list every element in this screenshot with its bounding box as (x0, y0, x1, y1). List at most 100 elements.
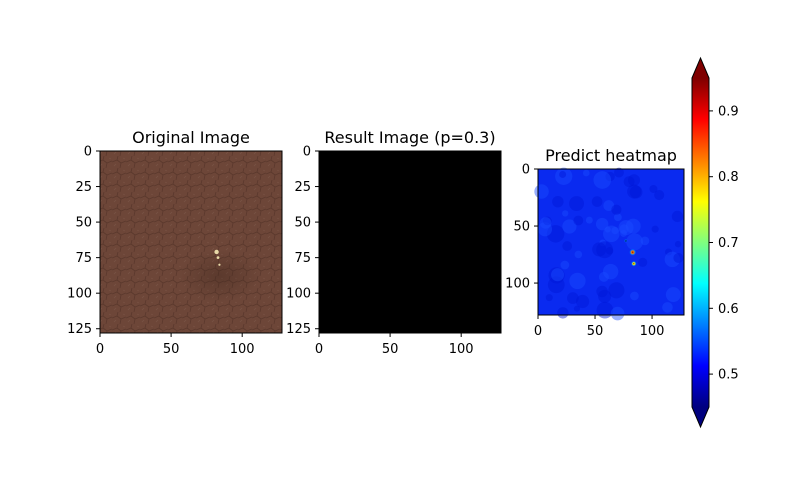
heatmap-hotspot (630, 260, 637, 267)
colorbar-tick-label: 0.5 (718, 368, 739, 383)
heatmap-noise (569, 196, 585, 212)
heatmap-noise (605, 171, 615, 182)
heatmap-noise (598, 271, 609, 282)
y-tick-label: 100 (505, 277, 530, 292)
heatmap-noise (608, 282, 625, 299)
heatmap-noise (603, 225, 620, 243)
heatmap-noise (567, 292, 579, 304)
heatmap-noise (573, 305, 580, 312)
heatmap-noise (599, 239, 607, 247)
heatmap-noise (545, 294, 553, 302)
heatmap-noise (562, 241, 573, 251)
axes-frame (99, 150, 283, 334)
heatmap-noise (598, 289, 612, 303)
heatmap-noise (623, 176, 635, 188)
heatmap-noise (674, 240, 682, 248)
y-tick-label: 75 (75, 251, 92, 266)
colorbar: 0.5 0.6 0.7 0.8 0.9 (691, 56, 739, 429)
y-tick-label: 0 (522, 163, 530, 178)
defect-spot (216, 256, 220, 260)
heatmap-noise (551, 268, 565, 282)
heatmap-noise (654, 189, 665, 201)
y-tick-label: 50 (513, 220, 530, 235)
x-tick-label: 50 (382, 342, 399, 357)
heatmap-background (538, 169, 684, 315)
heatmap-noise (671, 210, 684, 223)
axes-frame (537, 168, 685, 316)
heatmap-noise (574, 250, 583, 259)
heatmap-noise (614, 167, 624, 178)
heatmap-noise (665, 248, 673, 256)
colorbar-tick-label: 0.8 (718, 170, 739, 185)
heatmap-noise (649, 184, 658, 193)
heatmap-noise (610, 306, 625, 321)
x-tick-label: 0 (96, 342, 104, 357)
defect-spot (218, 263, 221, 266)
axes-frame (318, 150, 502, 334)
x-tick-label: 50 (163, 342, 180, 357)
leather-texture (100, 151, 282, 333)
heatmap-noise (630, 291, 639, 301)
heatmap-noise (542, 216, 552, 226)
x-tick-label: 100 (449, 342, 474, 357)
heatmap-noise (592, 242, 607, 257)
heatmap-noise (562, 219, 577, 234)
heatmap-noise (651, 225, 659, 233)
heatmap-noise (557, 307, 569, 319)
heatmap-noise (585, 216, 593, 224)
y-tick-label: 125 (286, 322, 311, 337)
axis-ticks: 0 50 100 0 50 100 (505, 163, 664, 340)
heatmap-hotspot (624, 239, 628, 243)
heatmap-noise (613, 213, 622, 222)
heatmap-noise (618, 220, 634, 236)
defect-shading (179, 250, 260, 303)
heatmap-hotspot (629, 248, 637, 256)
heatmap-noise (569, 272, 586, 290)
panel-original: Original Image 0 50 100 0 25 50 75 100 125 (67, 128, 283, 358)
heatmap-noise (539, 217, 552, 229)
heatmap-noise (555, 167, 573, 185)
panel-result: Result Image (p=0.3) 0 50 100 0 25 50 75 100 125 (286, 128, 502, 357)
heatmap-noise (573, 215, 584, 226)
axis-ticks: 0 50 100 0 25 50 75 100 125 (67, 145, 254, 358)
colorbar-tick-label: 0.7 (718, 236, 739, 251)
colorbar-body (691, 56, 710, 429)
heatmap-noise (591, 196, 603, 207)
heatmap-noise (559, 170, 567, 178)
heatmap-noise (534, 184, 549, 199)
heatmap-noise (596, 301, 614, 319)
heatmap-noise (552, 195, 564, 208)
y-tick-label: 0 (303, 145, 311, 160)
heatmap-noise (562, 210, 569, 217)
colorbar-tick-label: 0.6 (718, 302, 739, 317)
heatmap-noise (664, 251, 681, 268)
y-tick-label: 50 (75, 216, 92, 231)
heatmap-noise (640, 236, 650, 246)
heatmap-noise (627, 174, 640, 187)
panel-title-result: Result Image (p=0.3) (324, 128, 495, 147)
heatmap-noise (560, 260, 570, 270)
y-tick-label: 75 (294, 251, 311, 266)
y-tick-label: 100 (67, 287, 92, 302)
colorbar-tick-label: 0.9 (718, 104, 739, 119)
heatmap-noise (546, 225, 565, 243)
heatmap-noise (603, 200, 615, 212)
original-image (100, 151, 282, 333)
colorbar-outline (691, 56, 710, 429)
heatmap-noise (604, 226, 611, 233)
heatmap-noise (627, 184, 642, 199)
x-tick-label: 100 (230, 342, 255, 357)
heatmap-noise (602, 263, 619, 280)
heatmap-noise (625, 218, 641, 234)
heatmap-noise (638, 257, 648, 267)
heatmap-noise (665, 287, 681, 303)
heatmap-noise (662, 302, 673, 313)
colorbar-gradient (692, 78, 709, 407)
heatmap-noise (619, 224, 629, 234)
x-tick-label: 50 (587, 324, 604, 339)
x-tick-label: 0 (315, 342, 323, 357)
heatmap-noise (547, 276, 565, 294)
panel-title-heatmap: Predict heatmap (545, 146, 677, 165)
heatmap-image (534, 167, 684, 321)
